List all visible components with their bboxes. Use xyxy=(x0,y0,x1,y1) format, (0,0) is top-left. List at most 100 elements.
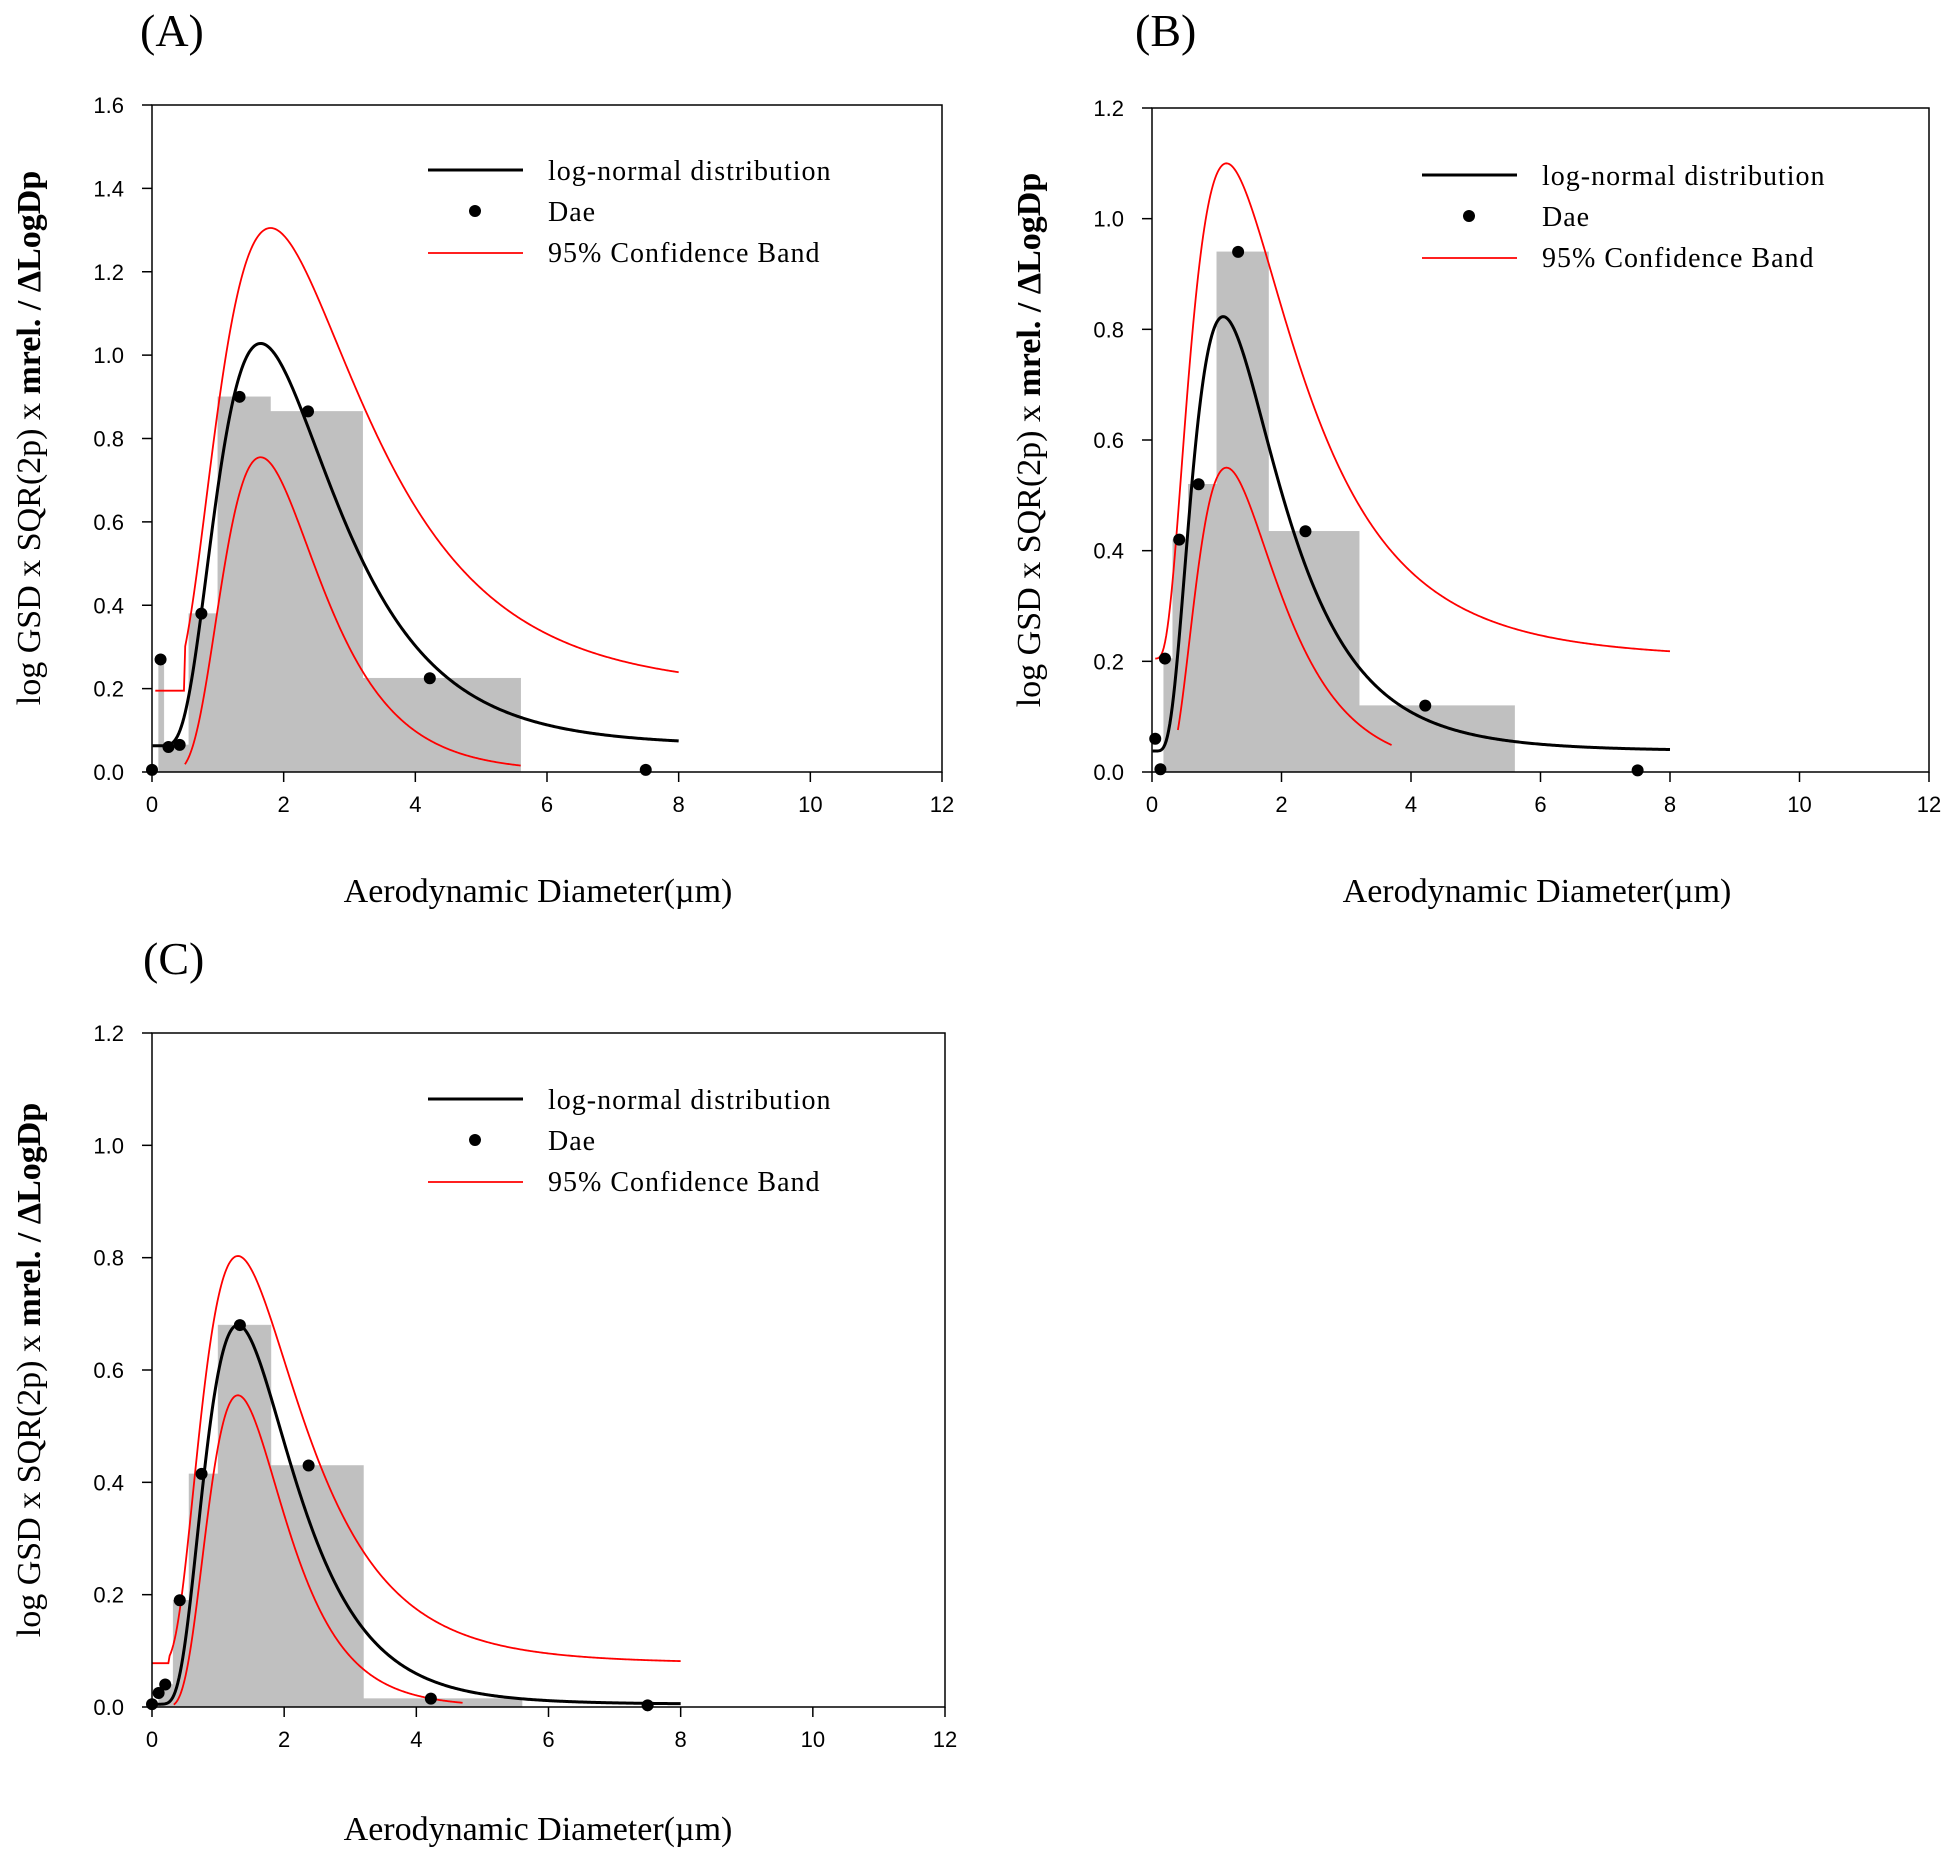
panel-label: (B) xyxy=(1135,5,1196,56)
dae-point xyxy=(195,607,208,620)
lognormal-fit-line xyxy=(1152,315,1671,753)
x-tick-label: 12 xyxy=(933,1727,957,1752)
y-tick-label: 0.8 xyxy=(93,1246,124,1271)
histogram-bar xyxy=(362,677,521,773)
y-axis-title-part: LogDp xyxy=(11,171,48,271)
x-tick-label: 10 xyxy=(1787,792,1811,817)
y-axis-title-part: mrel. / xyxy=(11,1224,48,1326)
dae-point xyxy=(1158,652,1171,665)
x-tick-label: 2 xyxy=(278,792,290,817)
lower-confidence-band xyxy=(173,1394,463,1706)
dae-point xyxy=(173,1594,186,1607)
chart-panel-a: (A) 0 2 4 6 8 10 12 0.0 0.2 0.4 0.6 0.8 1.0 1.2 1.4 1.6 A… xyxy=(11,5,954,910)
dae-point xyxy=(639,763,652,776)
y-axis-title-part: LogDp xyxy=(1011,173,1048,273)
legend: log-normal distribution Dae 95% Confidence… xyxy=(428,156,831,269)
y-tick-label: 0.0 xyxy=(93,1695,124,1720)
dae-point xyxy=(233,390,246,403)
x-tick-label: 6 xyxy=(542,1727,554,1752)
y-tick-label: 0.0 xyxy=(1093,760,1124,785)
x-tick-label: 2 xyxy=(1275,792,1287,817)
x-tick-label: 6 xyxy=(541,792,553,817)
histogram-bar xyxy=(270,1465,364,1708)
y-tick-label: 0.6 xyxy=(1093,428,1124,453)
legend-swatch-dae xyxy=(469,205,481,217)
y-axis-title-part: log GSD x SQR(2p) x xyxy=(11,1327,48,1638)
x-tick-label: 4 xyxy=(409,792,421,817)
y-tick-label: 0.4 xyxy=(93,1470,124,1495)
chart-panel-b: (B) 0 2 4 6 8 10 12 0.0 0.2 0.4 0.6 0.8 1.0 1.2 Aerodyn… xyxy=(1011,5,1941,910)
x-tick-label: 6 xyxy=(1534,792,1546,817)
x-axis-title: Aerodynamic Diameter(µm) xyxy=(1343,873,1732,910)
y-tick-label: 0.4 xyxy=(93,593,124,618)
legend-swatch-dae xyxy=(1463,210,1475,222)
y-tick-label: 1.2 xyxy=(1093,96,1124,121)
chart-panel-c: (C) 0 2 4 6 8 10 12 0.0 0.2 0.4 0.6 0.8 1.0 1.2 Aerodyn… xyxy=(11,933,957,1848)
dae-point xyxy=(159,1678,172,1691)
x-tick-label: 2 xyxy=(278,1727,290,1752)
x-tick-label: 8 xyxy=(675,1727,687,1752)
legend-entry: Dae xyxy=(1542,202,1590,233)
legend: log-normal distribution Dae 95% Confidence… xyxy=(1422,161,1826,274)
lognormal-fit-line xyxy=(152,341,679,748)
dae-point xyxy=(1173,533,1186,546)
y-tick-label: 1.2 xyxy=(93,1021,124,1046)
histogram-bar xyxy=(188,1473,219,1708)
histogram-bar xyxy=(1188,484,1218,773)
legend-entry: Dae xyxy=(548,1126,596,1157)
x-tick-label: 0 xyxy=(146,792,158,817)
y-axis-title-part: mrel. / xyxy=(1011,294,1048,396)
x-tick-label: 0 xyxy=(146,1727,158,1752)
y-tick-label: 0.0 xyxy=(93,760,124,785)
dae-point xyxy=(1232,245,1245,258)
y-tick-label: 0.8 xyxy=(93,427,124,452)
histogram xyxy=(158,396,521,773)
dae-point xyxy=(302,405,315,418)
y-tick-label: 0.8 xyxy=(1093,317,1124,342)
y-tick-label: 0.6 xyxy=(93,1358,124,1383)
histogram-bar xyxy=(217,1324,272,1708)
histogram-bar xyxy=(1268,531,1360,773)
y-axis-title: log GSD x SQR(2p) x mrel. / ΔLogDp xyxy=(1011,173,1048,708)
dae-point xyxy=(1299,525,1312,538)
y-tick-label: 1.4 xyxy=(93,176,124,201)
x-tick-label: 10 xyxy=(801,1727,825,1752)
y-tick-label: 1.0 xyxy=(1093,207,1124,232)
y-tick-label: 0.4 xyxy=(1093,539,1124,564)
y-tick-label: 0.2 xyxy=(1093,649,1124,674)
y-tick-label: 1.0 xyxy=(93,1133,124,1158)
x-tick-label: 4 xyxy=(410,1727,422,1752)
x-tick-label: 10 xyxy=(798,792,822,817)
panel-label: (C) xyxy=(143,933,204,984)
x-tick-label: 12 xyxy=(930,792,954,817)
y-axis-title-part: Δ xyxy=(11,271,48,292)
y-axis-title-part: Δ xyxy=(11,1203,48,1224)
y-axis-title-part: log GSD x SQR(2p) x xyxy=(1011,397,1048,708)
dae-point xyxy=(1154,763,1167,776)
y-axis-title-part: log GSD x SQR(2p) x xyxy=(11,395,48,706)
x-tick-label: 12 xyxy=(1917,792,1941,817)
y-axis-title-part: LogDp xyxy=(11,1103,48,1203)
dae-point xyxy=(1149,732,1162,745)
histogram-bar xyxy=(1172,539,1189,773)
dae-point xyxy=(173,738,186,751)
lower-confidence-band xyxy=(1177,466,1392,746)
dae-points xyxy=(146,1319,654,1712)
y-tick-label: 1.2 xyxy=(93,260,124,285)
x-tick-label: 4 xyxy=(1405,792,1417,817)
histogram-bar xyxy=(1216,251,1269,773)
y-axis-title: log GSD x SQR(2p) x mrel. / ΔLogDp xyxy=(11,171,48,706)
dae-point xyxy=(423,672,436,685)
y-tick-label: 0.2 xyxy=(93,1583,124,1608)
dae-point xyxy=(424,1692,437,1705)
legend-entry: 95% Confidence Band xyxy=(548,1167,821,1198)
dae-point xyxy=(233,1319,246,1332)
legend-entry: log-normal distribution xyxy=(1542,161,1826,192)
dae-point xyxy=(152,1686,165,1699)
legend-entry: Dae xyxy=(548,197,596,228)
legend-entry: log-normal distribution xyxy=(548,1085,832,1116)
y-axis-title: log GSD x SQR(2p) x mrel. / ΔLogDp xyxy=(11,1103,48,1638)
dae-point xyxy=(195,1467,208,1480)
histogram-bar xyxy=(270,411,363,773)
